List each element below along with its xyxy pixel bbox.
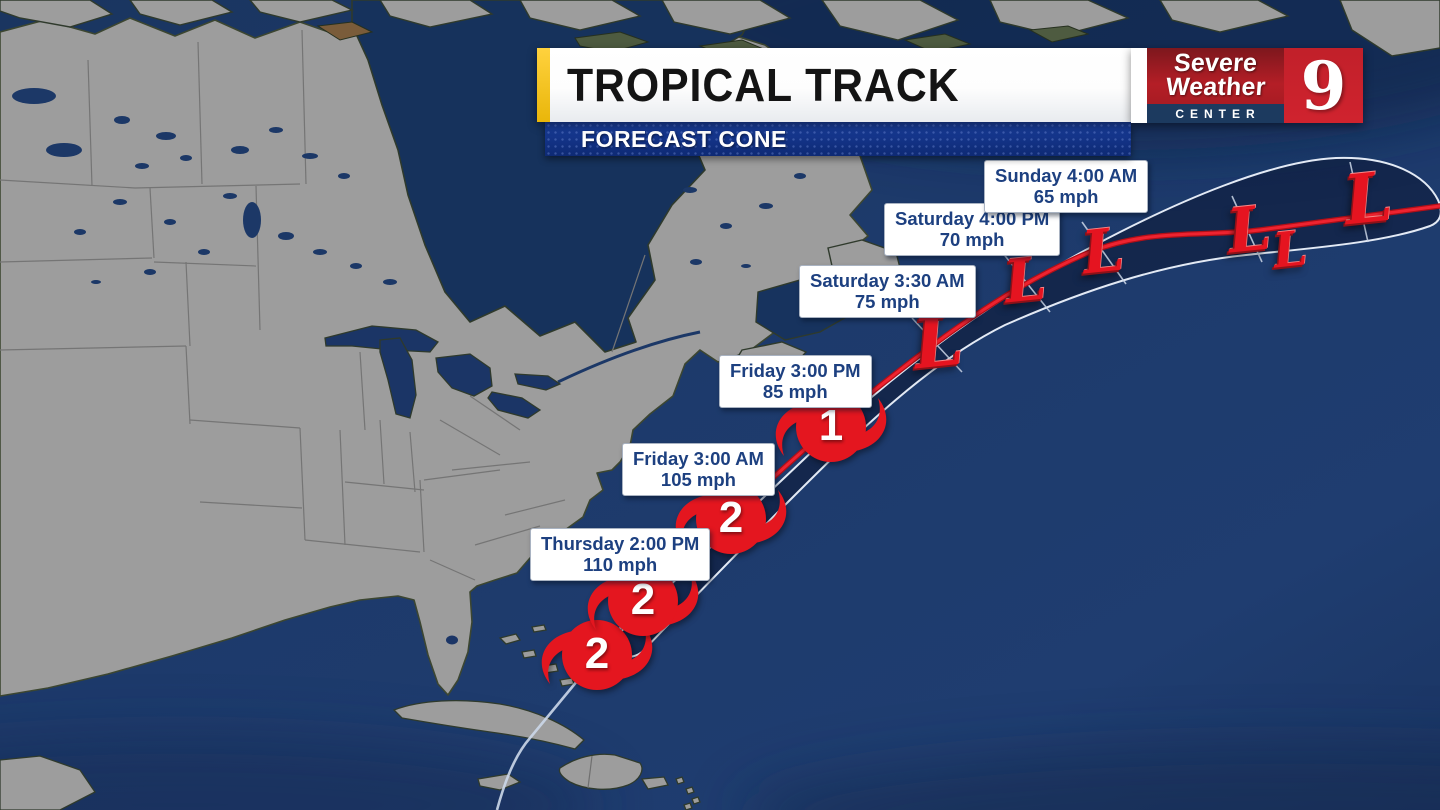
low-pressure-symbol: L	[1078, 214, 1128, 288]
forecast-label-friday-3pm: Friday 3:00 PM 85 mph	[719, 355, 872, 408]
forecast-wind: 110 mph	[583, 554, 658, 575]
forecast-time: Saturday 4:00 PM	[895, 208, 1050, 229]
forecast-time: Sunday 4:00 AM	[995, 165, 1138, 186]
st-lawrence-river	[557, 330, 701, 384]
logo-center-bar: CENTER	[1147, 104, 1284, 123]
forecast-wind: 105 mph	[660, 469, 736, 490]
subtitle-bar: FORECAST CONE	[545, 122, 1131, 156]
forecast-wind: 70 mph	[939, 229, 1005, 250]
category-number: 2	[718, 493, 744, 542]
yucatan	[0, 755, 96, 810]
title-banner: TROPICAL TRACK	[537, 48, 1131, 122]
hurricane-icon-current: 2	[539, 607, 655, 703]
hurricane-icon-friday-pm: 1	[773, 379, 889, 475]
forecast-track-line-highlight	[638, 204, 1440, 607]
arctic-islands	[0, 0, 1290, 41]
subtitle-text: FORECAST CONE	[581, 125, 787, 152]
forecast-time: Friday 3:00 PM	[730, 360, 861, 381]
caribbean-islands	[0, 624, 701, 810]
jamaica-island	[477, 773, 522, 791]
hispaniola-border	[587, 755, 593, 789]
low-pressure-symbol: L	[1270, 220, 1310, 280]
south-ocean-shading	[741, 745, 1440, 810]
lake-okeechobee	[446, 635, 458, 645]
forecast-time: Saturday 3:30 AM	[810, 270, 965, 291]
channel-number: 9	[1300, 46, 1347, 125]
station-logo: Severe Weather CENTER 9	[1131, 48, 1363, 123]
inland-lakes	[12, 88, 806, 285]
great-lakes	[324, 325, 562, 419]
category-number: 2	[630, 575, 656, 624]
hispaniola-island	[558, 753, 643, 790]
low-pressure-symbol: L	[1000, 243, 1050, 317]
forecast-time: Thursday 2:00 PM	[541, 533, 700, 554]
hurricane-icon-friday-am: 2	[673, 471, 789, 567]
page-title: TROPICAL TRACK	[567, 59, 960, 111]
low-pressure-symbol: L	[1340, 156, 1396, 242]
logo-white-tab	[1131, 48, 1147, 123]
gulf-shading	[0, 735, 600, 810]
forecast-wind: 75 mph	[854, 291, 920, 312]
forecast-label-sunday-4am: Sunday 4:00 AM 65 mph	[984, 160, 1149, 213]
forecast-label-thursday-2pm: Thursday 2:00 PM 110 mph	[530, 528, 711, 581]
forecast-label-friday-3am: Friday 3:00 AM 105 mph	[622, 443, 775, 496]
bahamas	[498, 633, 522, 645]
greenland	[1339, 0, 1440, 57]
yellow-accent-bar	[537, 48, 550, 122]
logo-line1: Severe	[1172, 49, 1259, 77]
category-number: 1	[818, 401, 844, 450]
category-number: 2	[584, 629, 610, 678]
logo-line2: Weather	[1164, 73, 1267, 101]
forecast-label-saturday-330am: Saturday 3:30 AM 75 mph	[799, 265, 976, 318]
logo-line3: CENTER	[1175, 106, 1261, 121]
puerto-rico-island	[640, 776, 669, 790]
channel-9-badge: 9	[1284, 48, 1363, 123]
cuba-island	[392, 699, 585, 750]
hurricane-icon-thursday: 2	[585, 553, 701, 649]
low-pressure-symbol: L	[1223, 192, 1275, 268]
forecast-wind: 85 mph	[762, 381, 828, 402]
logo-main: Severe Weather CENTER	[1147, 48, 1284, 123]
forecast-wind: 65 mph	[1033, 186, 1099, 207]
forecast-time: Friday 3:00 AM	[633, 448, 764, 469]
